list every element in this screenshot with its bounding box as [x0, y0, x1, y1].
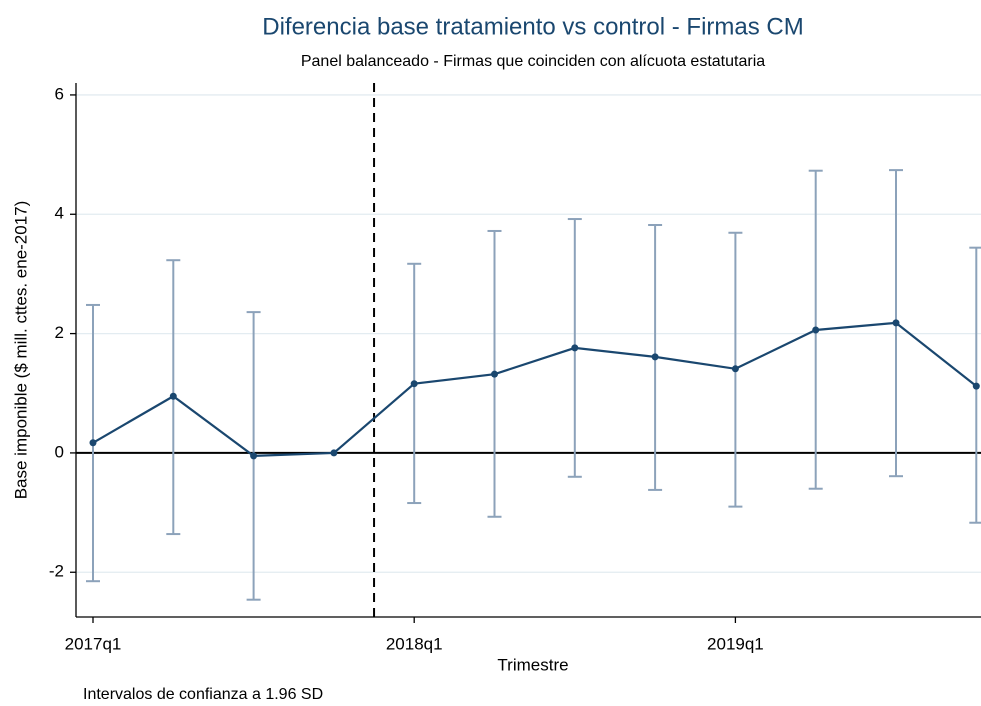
- point: [410, 380, 418, 388]
- y-tick-label: 4: [55, 204, 64, 223]
- point: [651, 353, 659, 361]
- line: [92, 321, 977, 458]
- x-axis-label: Trimestre: [497, 655, 568, 674]
- point: [89, 439, 97, 447]
- point: [731, 365, 739, 373]
- point: [812, 326, 820, 334]
- point: [972, 382, 980, 390]
- y-tick-label: 0: [55, 442, 64, 461]
- point: [169, 392, 177, 400]
- x-tick-label: 2017q1: [65, 634, 122, 653]
- x-tick-label: 2018q1: [386, 634, 443, 653]
- y-tick-label: 2: [55, 323, 64, 342]
- point: [330, 449, 338, 457]
- chart-subtitle: Panel balanceado - Firmas que coinciden …: [301, 53, 765, 70]
- x-tick-label: 2019q1: [707, 634, 764, 653]
- y-tick-label: 6: [55, 84, 64, 103]
- chart-title: Diferencia base tratamiento vs control -…: [262, 13, 804, 40]
- point: [571, 344, 579, 352]
- note: Intervalos de confianza a 1.96 SD: [83, 686, 323, 703]
- point: [892, 319, 900, 327]
- y-axis-label: Base imponible ($ mill. cttes. ene-2017): [11, 201, 30, 500]
- y-tick-label: -2: [49, 562, 64, 581]
- point: [491, 370, 498, 378]
- point: [250, 452, 258, 460]
